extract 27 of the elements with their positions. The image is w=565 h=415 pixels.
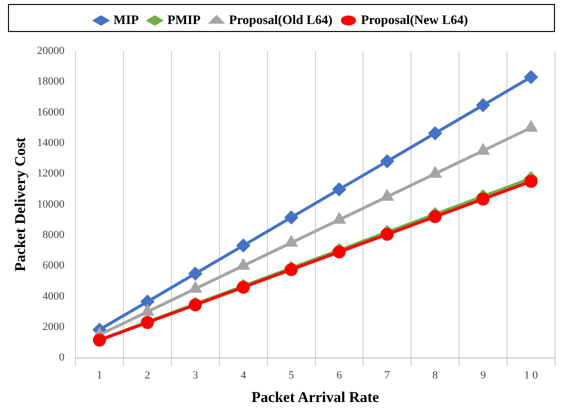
y-tick-label: 8000	[42, 228, 65, 241]
y-tick-label: 12000	[37, 168, 65, 180]
y-tick-label: 20000	[37, 44, 65, 57]
x-tick-label: 3	[192, 369, 199, 382]
x-tick-label: 2	[144, 369, 150, 382]
y-tick-label: 18000	[37, 76, 65, 88]
y-tick-label: 14000	[37, 136, 65, 149]
legend-label: Proposal(Old L64)	[229, 12, 332, 27]
y-tick-label: 10000	[37, 198, 65, 210]
x-tick-label: 8	[432, 369, 438, 382]
x-tick-label: 9	[480, 369, 486, 382]
legend-label: Proposal(New L64)	[360, 12, 468, 27]
legend-label: PMIP	[167, 12, 201, 27]
y-tick-label: 4000	[42, 290, 65, 302]
x-tick-label: 1	[96, 369, 102, 382]
y-tick-label: 0	[59, 352, 65, 364]
y-axis-title: Packet Delivery Cost	[12, 137, 29, 272]
x-tick-label: 7	[384, 369, 390, 382]
y-tick-label: 6000	[42, 260, 65, 272]
legend-label: MIP	[114, 12, 139, 27]
x-tick-label: 5	[288, 369, 295, 382]
y-tick-label: 16000	[37, 106, 65, 118]
x-axis-title: Packet Arrival Rate	[252, 390, 380, 406]
x-tick-label: 1 0	[524, 369, 538, 382]
x-tick-label: 4	[240, 369, 247, 382]
y-tick-label: 2000	[42, 321, 65, 334]
x-tick-label: 6	[336, 369, 342, 382]
